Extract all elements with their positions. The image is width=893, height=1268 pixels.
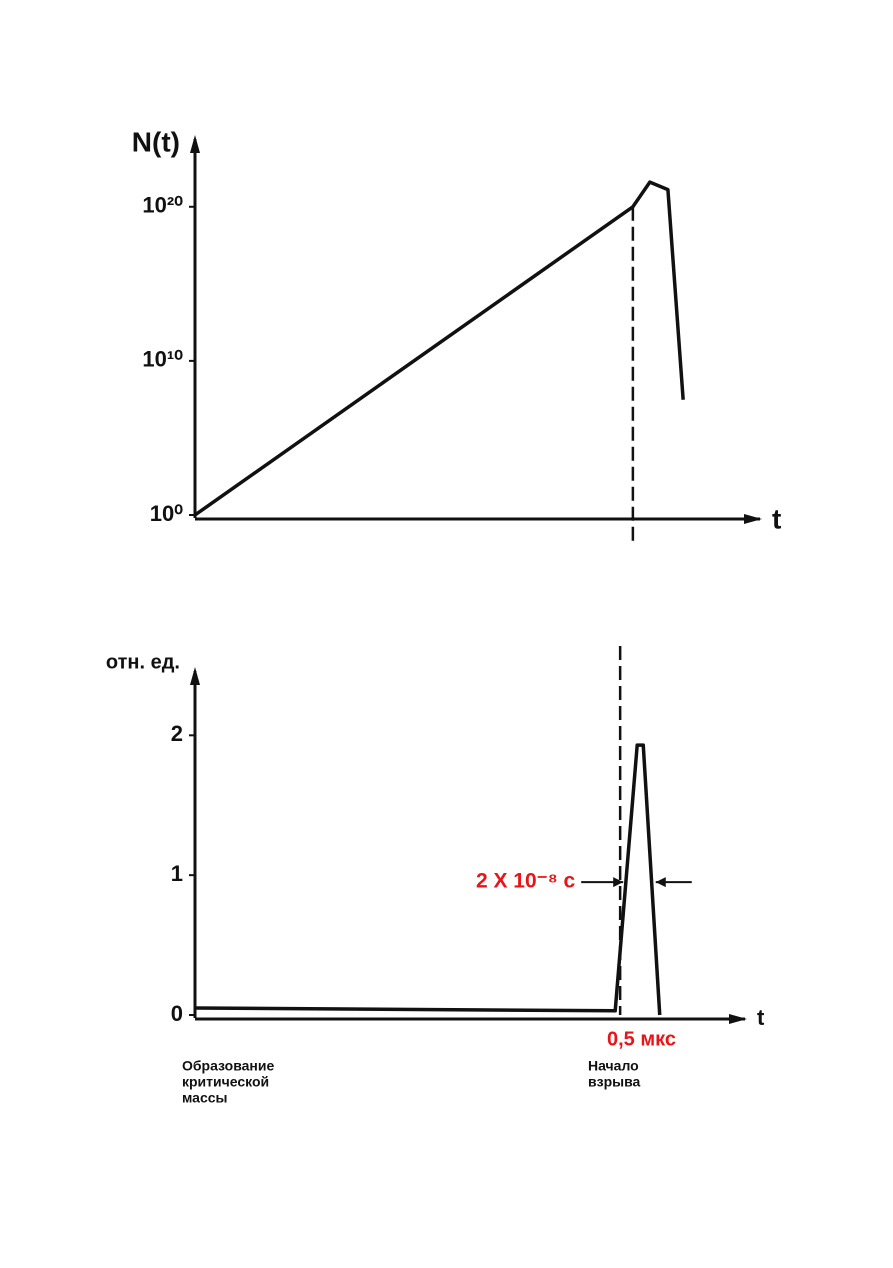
y-tick-label: 10¹⁰ (142, 347, 183, 372)
y-axis-label: N(t) (132, 126, 180, 157)
x-axis-arrow (729, 1014, 747, 1024)
axis-note: взрыва (588, 1074, 640, 1090)
axis-note: критической (182, 1074, 269, 1090)
y-axis-arrow (190, 135, 200, 153)
axis-note: Образование (182, 1058, 274, 1074)
y-tick-label: 2 (171, 721, 183, 746)
data-line (194, 743, 662, 1016)
y-tick-label: 10⁰ (150, 501, 183, 526)
arrowhead (655, 877, 666, 888)
data-line (193, 180, 685, 517)
x-axis-label: t (757, 1005, 765, 1030)
width-label: 2 X 10⁻⁸ с (476, 870, 576, 893)
duration-label: 0,5 мкс (607, 1028, 676, 1050)
y-tick-label: 1 (171, 861, 183, 886)
y-tick-label: 0 (171, 1001, 183, 1026)
axis-note: массы (182, 1090, 228, 1106)
y-tick-label: 10²⁰ (142, 193, 183, 218)
y-axis-label: отн. ед. (106, 651, 180, 673)
x-axis-arrow (744, 514, 762, 524)
y-axis-arrow (190, 667, 200, 685)
axis-note: Начало (588, 1058, 639, 1074)
x-axis-label: t (772, 503, 781, 534)
arrowhead (613, 877, 624, 888)
